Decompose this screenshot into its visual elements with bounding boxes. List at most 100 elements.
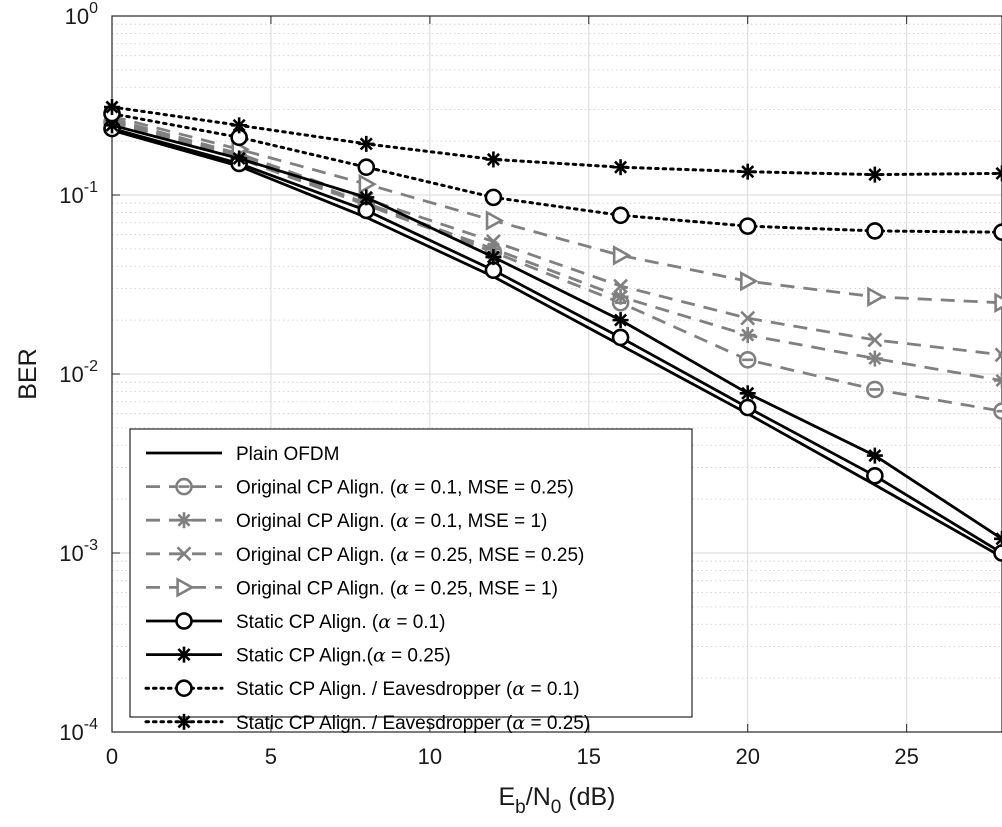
data-point <box>739 385 756 402</box>
x-tick-label: 20 <box>735 744 759 769</box>
data-point <box>358 135 375 152</box>
x-stroke <box>613 278 628 294</box>
legend-item: Plain OFDM <box>146 444 339 465</box>
data-point <box>993 402 1002 420</box>
series-line <box>111 123 1002 540</box>
triangle-marker <box>612 245 632 266</box>
legend-item: Original CP Align. (α = 0.25, MSE = 0.25… <box>146 544 584 566</box>
data-point <box>175 477 193 496</box>
series-line <box>111 119 1002 382</box>
circle-marker <box>993 544 1002 562</box>
data-point <box>486 234 501 249</box>
y-tick-label: 10-4 <box>59 716 98 745</box>
triangle-marker <box>176 577 195 598</box>
legend: Plain OFDM Original CP Align. (α = 0.1, M… <box>129 428 693 734</box>
legend-label: Static CP Align. / Eavesdropper (α = 0.1… <box>236 678 580 700</box>
data-point <box>612 159 629 176</box>
data-point <box>484 188 503 207</box>
legend-label: Static CP Align.(α = 0.25) <box>236 645 451 667</box>
x-stroke <box>994 347 1002 357</box>
legend-label: Original CP Align. (α = 0.25, MSE = 0.25… <box>236 544 584 566</box>
x-tick-label: 10 <box>418 744 442 769</box>
data-point <box>994 530 1002 547</box>
data-point <box>866 466 884 485</box>
data-point <box>613 278 628 294</box>
data-point <box>740 270 759 292</box>
x-stroke <box>176 546 192 562</box>
circle-marker <box>357 158 376 176</box>
data-point <box>176 546 192 562</box>
x-axis-label: Eb/N0 (dB) <box>498 783 615 818</box>
data-point <box>357 158 376 176</box>
legend-item: Original CP Align. (α = 0.1, MSE = 0.25) <box>146 477 574 499</box>
data-point <box>176 646 192 663</box>
data-point <box>175 612 193 630</box>
data-point <box>993 223 1002 241</box>
legend-box <box>129 428 693 718</box>
data-point <box>739 327 756 344</box>
data-point <box>358 173 377 195</box>
asterisk-stroke <box>995 536 1002 546</box>
legend-item: Static CP Align. / Eavesdropper (α = 0.1… <box>144 678 580 700</box>
asterisk-stroke <box>995 171 1002 180</box>
data-point <box>231 150 248 167</box>
legend-item: Original CP Align. (α = 0.25, MSE = 1) <box>146 577 558 599</box>
data-point <box>611 328 630 347</box>
data-point <box>738 217 757 235</box>
data-point <box>485 210 505 231</box>
circle-marker <box>175 612 193 630</box>
data-point <box>867 286 886 307</box>
data-point <box>612 312 629 329</box>
asterisk-stroke <box>995 532 1002 541</box>
data-point <box>739 163 756 180</box>
legend-item: Original CP Align. (α = 0.1, MSE = 1) <box>146 510 547 532</box>
series-line <box>111 115 1002 305</box>
x-stroke <box>486 234 501 249</box>
data-point <box>994 372 1002 389</box>
legend-label: Original CP Align. (α = 0.1, MSE = 0.25) <box>236 477 574 499</box>
series-line <box>111 127 1002 555</box>
legend-label: Static CP Align. (α = 0.1) <box>236 611 445 633</box>
data-point <box>867 332 883 348</box>
circle-marker <box>993 223 1002 241</box>
data-point <box>994 292 1002 313</box>
circle-marker <box>484 188 503 207</box>
series-line <box>111 128 1002 559</box>
data-point <box>612 288 629 305</box>
circle-marker <box>611 328 630 347</box>
x-tick-label: 5 <box>265 744 277 769</box>
data-point <box>611 206 630 225</box>
series-1 <box>111 128 1002 559</box>
data-point <box>866 380 884 399</box>
x-tick-label: 15 <box>577 744 601 769</box>
circle-marker <box>738 398 757 417</box>
series-line <box>110 112 1002 234</box>
tick-labels: 0 5 10 15 20 25 10-4 10-3 10-2 10-1 100 <box>59 0 919 769</box>
x-tick-label: 25 <box>894 744 918 769</box>
axes <box>111 15 1002 733</box>
x-stroke <box>740 310 756 326</box>
data-point <box>994 165 1002 182</box>
circle-marker <box>866 466 884 485</box>
y-axis-label: BER <box>14 348 42 399</box>
data-point <box>175 679 193 698</box>
data-point <box>104 99 120 116</box>
y-tick-label: 10-3 <box>59 537 98 566</box>
legend-label: Static CP Align. / Eavesdropper (α = 0.2… <box>236 712 590 734</box>
legend-label: Original CP Align. (α = 0.25, MSE = 1) <box>236 577 558 599</box>
triangle-marker <box>994 292 1002 313</box>
circle-marker <box>866 222 884 240</box>
data-point <box>176 577 195 598</box>
data-point <box>485 249 502 266</box>
circle-marker <box>738 217 757 235</box>
data-point <box>866 166 883 183</box>
series-line <box>111 120 1002 413</box>
data-point <box>994 347 1002 363</box>
data-point <box>993 544 1002 562</box>
series-9 <box>104 99 1002 183</box>
series-line <box>110 105 1002 177</box>
triangle-marker <box>740 270 759 292</box>
legend-label: Plain OFDM <box>236 444 339 465</box>
data-point <box>176 512 192 529</box>
